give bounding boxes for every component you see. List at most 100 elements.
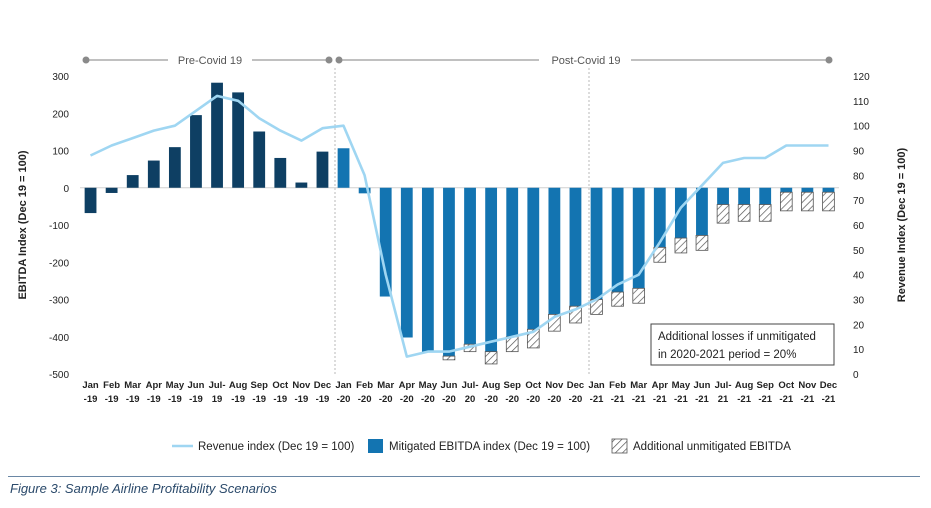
ebitda-bar [190, 115, 202, 188]
x-tick-label: Sep [756, 380, 774, 391]
x-tick-label: Mar [630, 380, 647, 391]
ebitda-bar [232, 92, 245, 188]
y-tick-label: -400 [49, 333, 69, 344]
x-tick-label: -19 [231, 394, 245, 405]
x-tick-label: Jul- [462, 380, 479, 391]
ebitda-bar [674, 187, 687, 239]
revenue-line [89, 94, 829, 358]
x-tick-label: Aug [229, 380, 248, 391]
ebitda-bar [168, 147, 181, 188]
x-tick-label: -21 [822, 394, 836, 405]
x-tick-label: Aug [482, 380, 501, 391]
note-border [650, 323, 835, 366]
post-covid-end-dot [825, 56, 833, 64]
y-tick-label: -500 [49, 370, 69, 381]
x-tick-label: -19 [105, 394, 119, 405]
y2-tick-label: 0 [853, 370, 859, 381]
x-tick-label: -21 [695, 394, 709, 405]
x-tick-label: -21 [611, 394, 625, 405]
y2-tick-label: 100 [853, 122, 870, 133]
x-tick-label: -21 [632, 394, 646, 405]
y2-tick-label: 90 [853, 147, 865, 158]
x-tick-label: -19 [189, 394, 203, 405]
x-tick-label: Oct [525, 380, 542, 391]
x-tick-label: -20 [569, 394, 583, 405]
x-tick-label: Sep [250, 380, 268, 391]
ebitda-bar [274, 157, 287, 188]
pre-covid-label: Pre-Covid 19 [178, 55, 242, 67]
legend-hatch-label: Additional unmitigated EBITDA [633, 441, 791, 453]
y2-tick-label: 80 [853, 171, 865, 182]
x-tick-label: Jan [82, 380, 99, 391]
ebitda-bar [569, 187, 582, 307]
ebitda-bar [632, 187, 645, 289]
legend-hatch-swatch [611, 438, 628, 454]
x-tick-label: -20 [379, 394, 393, 405]
unmitigated-bar [442, 355, 456, 361]
x-tick-label: -19 [295, 394, 309, 405]
unmitigated-bar [801, 191, 814, 212]
x-tick-label: Sep [503, 380, 521, 391]
ebitda-bar [611, 187, 624, 293]
x-tick-label: Dec [567, 380, 584, 391]
y-tick-label: -100 [49, 221, 69, 232]
x-tick-label: Mar [377, 380, 394, 391]
unmitigated-bar [822, 191, 835, 212]
ebitda-bar [548, 187, 561, 315]
ebitda-bar [464, 187, 476, 345]
ebitda-bar [316, 151, 329, 188]
x-tick-label: May [419, 380, 438, 391]
note-box: Additional losses if unmitigated in 2020… [650, 323, 835, 366]
note-line-2: in 2020-2021 period = 20% [658, 349, 796, 361]
x-tick-label: Dec [314, 380, 331, 391]
ebitda-bar [653, 187, 666, 248]
x-tick-label: -21 [779, 394, 793, 405]
y2-tick-label: 40 [853, 271, 865, 282]
ebitda-bar [590, 187, 603, 300]
x-tick-label: Jun [694, 380, 711, 391]
ebitda-bar [147, 160, 160, 188]
x-tick-label: Apr [146, 380, 163, 391]
chart: Pre-Covid 19 Post-Covid 19 EBITDA Index … [17, 55, 908, 454]
x-tick-label: -19 [84, 394, 98, 405]
unmitigated-bar [484, 351, 498, 365]
ebitda-bar [801, 187, 814, 193]
y-axis-title: EBITDA Index (Dec 19 = 100) [17, 150, 29, 299]
y2-tick-label: 30 [853, 296, 865, 307]
pre-covid-end-dot [325, 56, 333, 64]
x-tick-label: Feb [356, 380, 373, 391]
x-tick-label: Jan [588, 380, 605, 391]
x-tick-label: Jun [188, 380, 205, 391]
ebitda-bar [105, 187, 118, 193]
x-tick-label: 19 [212, 394, 223, 405]
x-tick-label: -21 [674, 394, 688, 405]
ebitda-bar [211, 82, 223, 188]
x-tick-label: Jul- [209, 380, 226, 391]
unmitigated-bar [548, 313, 561, 332]
x-tick-label: -21 [737, 394, 751, 405]
unmitigated-bars [442, 191, 835, 365]
x-tick-label: Dec [820, 380, 837, 391]
x-tick-label: Nov [292, 380, 311, 391]
ebitda-bar [527, 187, 540, 330]
x-tick-label: -20 [421, 394, 435, 405]
legend: Revenue index (Dec 19 = 100) Mitigated E… [172, 438, 791, 454]
unmitigated-bar [758, 204, 772, 222]
x-tick-label: Apr [399, 380, 416, 391]
x-tick-label: Apr [652, 380, 669, 391]
unmitigated-bar [779, 191, 793, 212]
x-tick-label: -20 [442, 394, 456, 405]
unmitigated-bar [737, 204, 751, 222]
x-axis-ticks: Jan -19 Feb -19 Mar -19 Apr -19 May -19 Jun -19 Jul-… [82, 380, 837, 405]
unmitigated-bar [674, 237, 688, 254]
legend-ebitda-swatch [368, 439, 383, 453]
post-covid-start-dot [335, 56, 343, 64]
y2-tick-label: 110 [853, 97, 869, 108]
x-tick-label: Nov [798, 380, 817, 391]
x-tick-label: Aug [735, 380, 754, 391]
figure-caption: Figure 3: Sample Airline Profitability S… [10, 481, 277, 496]
unmitigated-bar [695, 235, 709, 251]
note-line-1: Additional losses if unmitigated [658, 331, 816, 343]
x-tick-label: 20 [465, 394, 476, 405]
